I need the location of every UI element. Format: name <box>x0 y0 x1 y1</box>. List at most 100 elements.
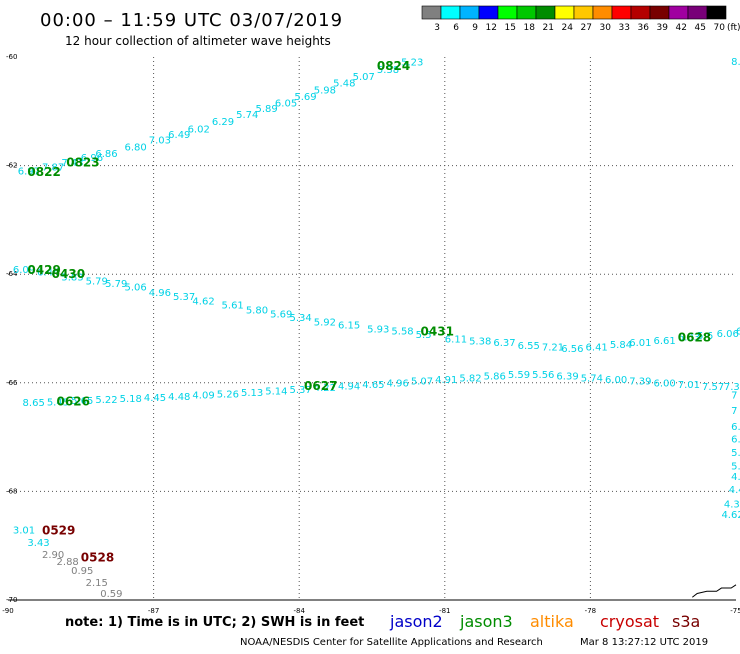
swh-value: 3.01 <box>13 525 35 536</box>
swh-value: 5.80 <box>246 305 268 316</box>
legend-swatch <box>687 5 708 20</box>
swh-value: 5.74 <box>581 373 603 384</box>
swh-value: 5.56 <box>532 370 554 381</box>
swh-value: 5.45 <box>47 397 69 408</box>
x-tick-label: -78 <box>585 607 596 615</box>
swh-value: 7 <box>731 406 737 417</box>
swh-value: 7.21 <box>542 342 564 353</box>
legend-label: 36 <box>638 23 650 33</box>
swh-value: 6.41 <box>586 342 608 353</box>
swh-value: 6.61 <box>653 336 675 347</box>
swh-value: 4.45 <box>144 393 166 404</box>
legend-label: 39 <box>657 23 669 33</box>
satellite-legend: jason2 jason3 altika cryosat s3a <box>389 612 700 631</box>
swh-value: 6.00 <box>605 375 627 386</box>
chart-title: 00:00 – 11:59 UTC 03/07/2019 <box>40 10 343 31</box>
swh-value: 5.26 <box>731 461 740 472</box>
swh-value: 4.62 <box>192 296 214 307</box>
satellite-name: cryosat <box>600 612 659 631</box>
y-tick-label: -64 <box>6 270 18 278</box>
swh-value: 5.79 <box>86 277 108 288</box>
pass-label: 0429 <box>27 263 60 277</box>
legend-label: 21 <box>543 23 554 33</box>
swh-value: 5.98 <box>314 86 336 97</box>
x-tick-label: -75 <box>730 607 740 615</box>
legend-swatch <box>630 5 651 20</box>
swh-value: 6.39 <box>556 372 578 383</box>
swh-value: 6.55 <box>518 341 540 352</box>
swh-value: 5.82 <box>459 373 481 384</box>
swh-value: 6.03 <box>678 333 700 344</box>
swh-value: 6.96 <box>81 153 103 164</box>
swh-value: 5.69 <box>270 309 292 320</box>
swh-value: 5.38 <box>377 65 399 76</box>
legend-label: 42 <box>676 23 687 33</box>
satellite-name: jason3 <box>459 612 513 631</box>
swh-value: 7.39 <box>629 377 651 388</box>
y-tick-label: -66 <box>6 379 18 387</box>
swh-value: 5.86 <box>484 372 506 383</box>
x-tick-label: -87 <box>148 607 159 615</box>
swh-value: 5.5 <box>416 330 432 341</box>
legend-swatch <box>668 5 689 20</box>
swh-value: 5.34 <box>289 313 311 324</box>
legend-swatch <box>478 5 499 20</box>
swh-value: 5.37 <box>289 385 311 396</box>
legend-label: 33 <box>619 23 630 33</box>
swh-value: 7 <box>731 391 737 402</box>
swh-value: 6.80 <box>124 143 146 154</box>
swh-value: 6.37 <box>493 338 515 349</box>
swh-value: 3.43 <box>27 538 49 549</box>
color-legend: 3 6 9 12 15 18 21 24 27 30 33 36 39 42 45 70 (ft) <box>421 5 740 33</box>
legend-swatch <box>611 5 632 20</box>
swh-value: 5.13 <box>241 388 263 399</box>
swh-value: 4.22 <box>314 383 336 394</box>
footer-note: note: 1) Time is in UTC; 2) SWH is in fe… <box>65 615 364 630</box>
y-tick-label: -62 <box>6 162 17 170</box>
swh-value: 4.65 <box>362 380 384 391</box>
swh-value: 5.38 <box>469 336 491 347</box>
swh-value: 6.11 <box>445 334 467 345</box>
swh-value: 8.65 <box>23 398 45 409</box>
swh-value: 5.79 <box>105 279 127 290</box>
swh-value: 4.96 <box>387 378 409 389</box>
legend-swatch <box>592 5 613 20</box>
swh-value: 6.4 <box>731 435 740 446</box>
swh-value: 5.46 <box>731 448 740 459</box>
legend-swatch <box>706 5 727 20</box>
legend-swatch <box>573 5 594 20</box>
legend-label: 9 <box>472 23 478 33</box>
swh-value: 6.49 <box>168 130 190 141</box>
swh-value: 5.22 <box>95 395 117 406</box>
swh-values: 6.97 7.877.436.966.86 6.807.036.496.026.29… <box>13 57 740 600</box>
swh-value: 7.43 <box>61 158 83 169</box>
legend-label: 6 <box>453 23 459 33</box>
swh-value: 5.48 <box>333 79 355 90</box>
swh-value: 6.09 <box>13 265 35 276</box>
swh-value: 6.2 <box>731 422 740 433</box>
swh-value: 5.59 <box>508 370 530 381</box>
swh-value: 7.3 <box>724 382 740 393</box>
swh-value: 5.65 <box>71 396 93 407</box>
pass-label: 0529 <box>42 523 75 537</box>
swh-value: 5.92 <box>314 317 336 328</box>
axes: -60 -62 -64 -66 -68 -70 -90 -87 -84 -81 -78 -75 <box>2 53 740 615</box>
swh-value: 4.96 <box>149 288 171 299</box>
swh-value: 2.90 <box>42 550 64 561</box>
swh-value: 6.01 <box>629 338 651 349</box>
legend-label: 3 <box>434 23 440 33</box>
swh-value: 6.97 <box>18 166 40 177</box>
swh-value: 5.74 <box>236 110 258 121</box>
legend-swatch <box>440 5 461 20</box>
legend-swatch <box>649 5 670 20</box>
swh-value: 0.59 <box>100 589 122 600</box>
swh-value: 6.02 <box>188 125 210 136</box>
swh-value: 0.95 <box>71 566 93 577</box>
pass-label: 0431 <box>421 325 454 339</box>
swh-value: 6.15 <box>338 321 360 332</box>
swh-value: 6.05 <box>275 99 297 110</box>
swh-value: 4.62 <box>721 510 740 521</box>
swh-value: 5.37 <box>173 292 195 303</box>
